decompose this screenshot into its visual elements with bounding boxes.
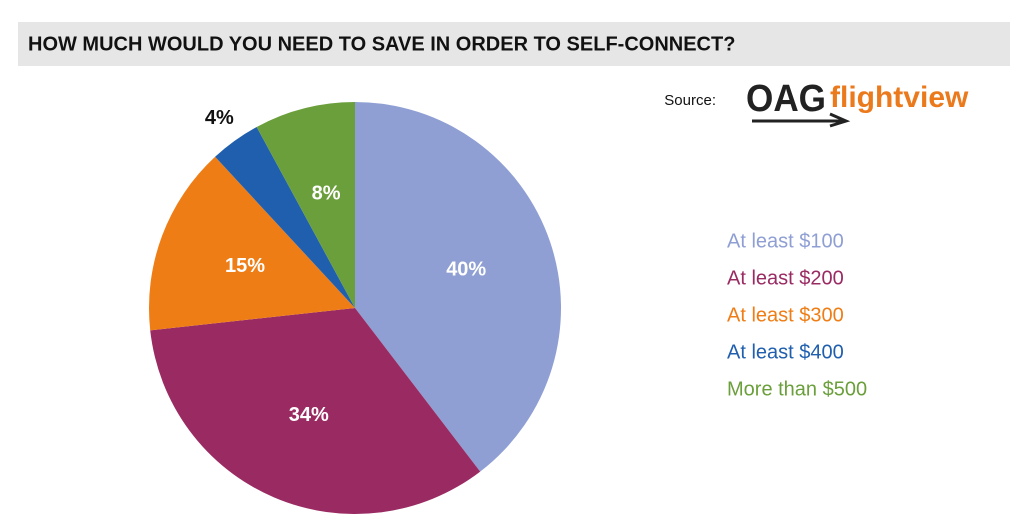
slice-label: 4%	[205, 107, 234, 129]
pie-slice	[150, 308, 481, 515]
pie-slice	[256, 102, 355, 308]
logo-main: OAG	[746, 78, 826, 120]
source-label: Source:	[664, 92, 716, 109]
legend: At least $100 At least $200 At least $300 A…	[727, 230, 867, 400]
legend-entry: At least $400	[727, 341, 844, 363]
pie-slice	[215, 126, 355, 308]
pie-slice	[149, 156, 355, 331]
slice-label: 34%	[289, 404, 329, 426]
slice-label: 15%	[225, 255, 265, 277]
legend-entry: At least $300	[727, 304, 844, 326]
slice-label: 40%	[446, 259, 486, 281]
legend-entry: More than $500	[727, 378, 867, 400]
pie: 40% 34% 15% 4% 8%	[149, 102, 561, 515]
title-bar	[18, 22, 1010, 66]
legend-entry: At least $200	[727, 267, 844, 289]
logo-plane	[752, 112, 851, 128]
legend-entry: At least $100	[727, 230, 844, 252]
slice-label: 8%	[312, 182, 341, 204]
pie-slice	[355, 102, 561, 472]
chart-title: HOW MUCH WOULD YOU NEED TO SAVE IN ORDER…	[28, 33, 735, 55]
logo-sub: flightview	[830, 81, 969, 114]
